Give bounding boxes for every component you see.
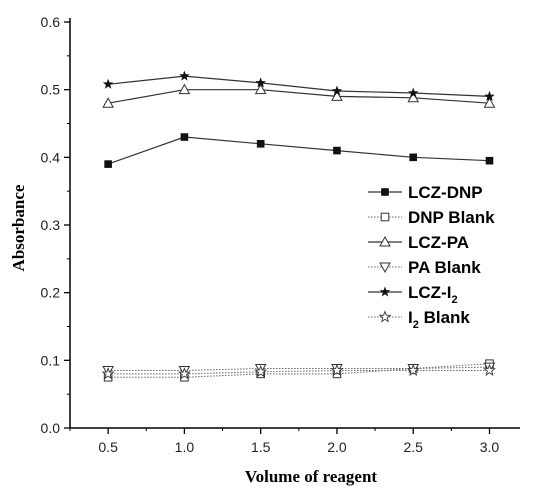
x-tick-label: 3.0 <box>480 439 500 455</box>
data-point <box>406 363 420 376</box>
data-point <box>178 83 191 95</box>
data-point <box>102 78 114 89</box>
data-point <box>180 133 189 141</box>
y-tick-label: 0.1 <box>41 352 61 368</box>
series-2 <box>102 83 496 108</box>
y-tick-label: 0.3 <box>41 217 61 233</box>
data-point <box>330 363 344 376</box>
data-point <box>254 365 268 378</box>
legend-item: LCZ-I2 <box>368 283 458 306</box>
legend-marker <box>379 286 391 297</box>
legend-marker <box>380 212 390 222</box>
legend-marker <box>379 262 391 274</box>
data-point <box>331 85 343 96</box>
legend-label: LCZ-DNP <box>408 183 483 202</box>
legend-item: DNP Blank <box>368 208 495 227</box>
legend-label: LCZ-I2 <box>408 283 458 306</box>
x-tick-label: 0.5 <box>98 439 118 455</box>
data-point <box>407 87 419 98</box>
legend-label: I2 Blank <box>408 308 470 331</box>
legend-marker <box>381 188 389 196</box>
legend-label: PA Blank <box>408 258 481 277</box>
legend-marker <box>379 235 391 247</box>
series-line <box>107 89 490 104</box>
series-line <box>108 75 490 97</box>
data-point <box>484 90 495 101</box>
data-point <box>409 153 418 162</box>
axes: 0.0 0.1 0.2 0.3 0.4 0.5 0.6 0.5 1.0 1.5 2.0 2.5 3.0 <box>41 14 520 455</box>
data-point <box>256 140 265 148</box>
series-line <box>108 363 490 378</box>
series-0 <box>104 133 494 168</box>
data-point <box>104 160 112 168</box>
legend-item: PA Blank <box>368 258 481 277</box>
y-tick-label: 0.6 <box>41 14 61 30</box>
legend-item: LCZ-DNP <box>368 183 483 202</box>
legend-label: DNP Blank <box>408 208 495 227</box>
data-point <box>254 83 267 95</box>
data-point <box>407 91 420 103</box>
data-point <box>483 97 496 108</box>
data-point <box>101 367 115 380</box>
series-3 <box>102 362 496 377</box>
y-tick-label: 0.5 <box>41 82 61 98</box>
data-point <box>255 77 266 88</box>
legend-marker <box>378 310 392 323</box>
x-tick-label: 2.0 <box>327 439 347 455</box>
y-axis-title: Absorbance <box>9 184 28 271</box>
series-4 <box>102 70 495 101</box>
series-line <box>107 136 490 165</box>
series-layer <box>101 70 496 382</box>
y-tick-label: 0.0 <box>41 420 61 436</box>
data-point <box>102 97 114 108</box>
series-line <box>108 370 490 375</box>
data-point <box>333 146 341 155</box>
data-point <box>331 90 343 101</box>
y-tick-label: 0.4 <box>41 149 61 165</box>
x-tick-label: 2.5 <box>403 439 423 455</box>
x-axis-title: Volume of reagent <box>245 467 378 486</box>
data-point <box>177 367 191 380</box>
legend-label: LCZ-PA <box>408 233 469 252</box>
series-line <box>108 366 490 371</box>
series-5 <box>101 363 496 380</box>
data-point <box>179 70 190 81</box>
data-point <box>483 363 496 376</box>
legend-item: I2 Blank <box>368 308 470 331</box>
legend-item: LCZ-PA <box>368 233 469 252</box>
x-tick-label: 1.5 <box>251 439 271 455</box>
data-point <box>485 156 494 165</box>
x-tick-label: 1.0 <box>175 439 195 455</box>
y-tick-label: 0.2 <box>41 285 61 301</box>
